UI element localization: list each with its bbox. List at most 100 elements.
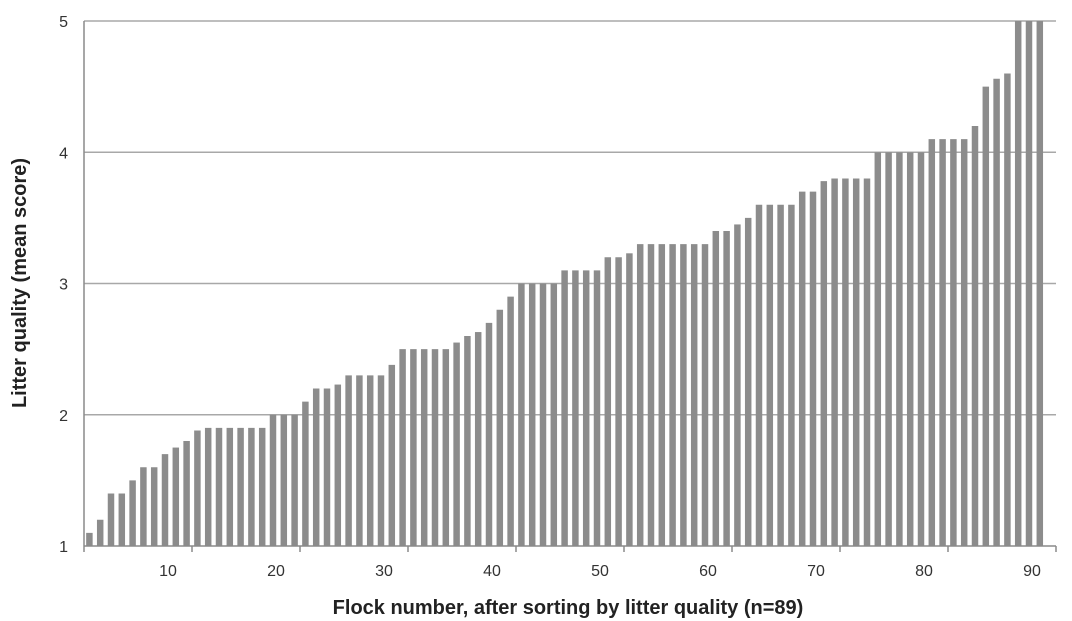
x-tick-labels: 10 20 30 40 50 60 70 80 90 xyxy=(159,563,1041,580)
bar-88 xyxy=(1025,21,1033,546)
bar-34 xyxy=(442,349,450,547)
y-tick-label-1: 1 xyxy=(59,539,68,556)
bar-64 xyxy=(766,204,774,546)
bar-24 xyxy=(334,384,342,546)
bar-9 xyxy=(172,447,180,546)
x-tick-label-40: 40 xyxy=(483,563,501,580)
bar-60 xyxy=(723,231,730,546)
bar-27 xyxy=(366,375,374,547)
bar-87 xyxy=(1014,21,1022,546)
bar-79 xyxy=(928,139,936,546)
bar-43 xyxy=(539,283,547,546)
bar-85 xyxy=(993,78,1000,546)
bar-35 xyxy=(453,342,460,546)
bar-3 xyxy=(107,493,115,546)
y-axis-title: Litter quality (mean score) xyxy=(9,158,31,408)
bar-40 xyxy=(507,296,514,547)
bar-1 xyxy=(86,532,93,547)
axes xyxy=(83,21,1057,552)
bar-74 xyxy=(874,152,882,546)
bar-2 xyxy=(96,519,104,546)
bar-4 xyxy=(118,493,126,546)
bar-17 xyxy=(258,427,266,547)
bar-11 xyxy=(194,430,201,546)
y-tick-label-5: 5 xyxy=(59,14,68,31)
bar-71 xyxy=(842,178,849,546)
bar-48 xyxy=(593,270,601,547)
bar-15 xyxy=(237,427,244,547)
bar-41 xyxy=(518,283,525,546)
bar-42 xyxy=(528,283,536,546)
x-tick-label-90: 90 xyxy=(1023,563,1041,580)
x-tick-label-60: 60 xyxy=(699,563,717,580)
bar-55 xyxy=(669,244,676,547)
bar-57 xyxy=(690,244,698,547)
bar-51 xyxy=(626,253,633,546)
bar-73 xyxy=(863,178,871,546)
bar-68 xyxy=(809,191,817,547)
bar-63 xyxy=(755,204,763,546)
bar-80 xyxy=(939,139,946,546)
bar-78 xyxy=(917,152,925,546)
bar-31 xyxy=(410,349,417,547)
gridlines xyxy=(84,20,1056,416)
bar-72 xyxy=(852,178,860,546)
bar-14 xyxy=(226,427,234,547)
bar-10 xyxy=(183,441,190,546)
bar-5 xyxy=(129,480,136,547)
bar-82 xyxy=(960,139,968,546)
bar-77 xyxy=(906,152,914,546)
bar-54 xyxy=(658,244,666,547)
bar-70 xyxy=(831,178,838,546)
x-tick-label-80: 80 xyxy=(915,563,933,580)
bar-12 xyxy=(204,427,212,547)
bar-56 xyxy=(680,244,687,547)
bar-29 xyxy=(388,364,396,547)
bar-69 xyxy=(820,181,828,547)
bar-89 xyxy=(1036,21,1044,546)
y-tick-label-3: 3 xyxy=(59,277,68,294)
bar-8 xyxy=(161,454,169,547)
x-tick-label-20: 20 xyxy=(267,563,285,580)
bar-13 xyxy=(215,427,223,547)
bar-7 xyxy=(150,467,158,546)
bar-44 xyxy=(550,283,558,546)
bar-23 xyxy=(323,388,331,546)
bar-47 xyxy=(582,270,590,547)
x-tick-label-50: 50 xyxy=(591,563,609,580)
bar-59 xyxy=(712,231,720,546)
bar-28 xyxy=(377,375,385,547)
bar-65 xyxy=(777,204,784,546)
bar-46 xyxy=(572,270,579,547)
bar-75 xyxy=(885,152,892,546)
bar-22 xyxy=(312,388,320,546)
bar-32 xyxy=(420,349,428,547)
x-tick-label-70: 70 xyxy=(807,563,825,580)
bar-53 xyxy=(647,244,655,547)
bar-62 xyxy=(744,217,752,547)
bar-76 xyxy=(896,152,903,546)
bar-18 xyxy=(269,414,277,546)
bar-39 xyxy=(496,309,504,546)
bar-67 xyxy=(798,191,806,547)
bar-83 xyxy=(971,126,979,546)
bar-50 xyxy=(615,257,622,546)
bar-30 xyxy=(399,349,406,547)
bar-20 xyxy=(291,414,298,546)
bar-66 xyxy=(788,204,795,546)
bars xyxy=(86,21,1044,547)
bar-26 xyxy=(356,375,363,547)
bar-37 xyxy=(474,332,482,546)
bar-81 xyxy=(950,139,957,546)
bar-84 xyxy=(982,86,990,547)
bar-21 xyxy=(302,401,309,547)
x-tick-label-30: 30 xyxy=(375,563,393,580)
bar-58 xyxy=(701,244,709,547)
bar-49 xyxy=(604,257,612,546)
y-tick-label-4: 4 xyxy=(59,145,68,162)
bar-61 xyxy=(734,224,741,546)
x-axis-title: Flock number, after sorting by litter qu… xyxy=(333,597,804,619)
bar-16 xyxy=(248,427,255,547)
